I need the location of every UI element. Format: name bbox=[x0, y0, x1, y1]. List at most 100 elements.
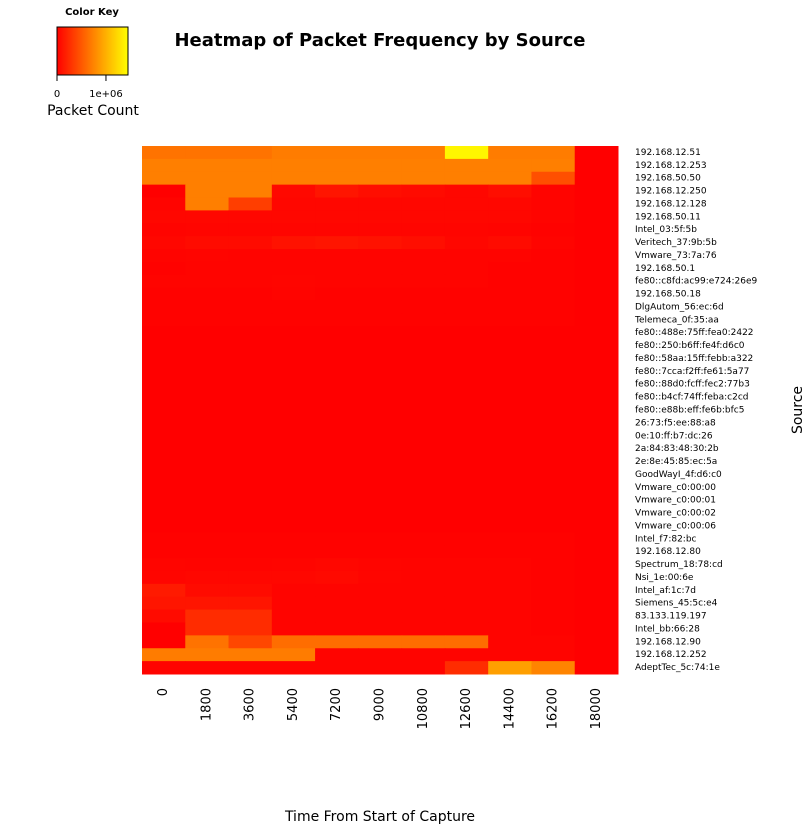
x-tick-label: 16200 bbox=[546, 688, 561, 729]
row-label: fe80::488e:75ff:fea0:2422 bbox=[635, 328, 754, 338]
heat-cell bbox=[574, 158, 619, 173]
heat-cell bbox=[185, 210, 230, 224]
heat-cell bbox=[444, 545, 489, 559]
heat-cell bbox=[531, 622, 576, 636]
heat-cell bbox=[444, 274, 489, 289]
heat-cell bbox=[228, 390, 273, 405]
heat-cell bbox=[142, 326, 186, 340]
heat-cell bbox=[574, 596, 619, 611]
row-label: 192.168.50.18 bbox=[635, 290, 701, 300]
heat-cell bbox=[358, 596, 403, 611]
heat-cell bbox=[185, 416, 230, 430]
heat-cell bbox=[444, 506, 489, 520]
heat-cell bbox=[228, 197, 273, 211]
heat-cell bbox=[185, 442, 230, 456]
heat-cell bbox=[444, 339, 489, 353]
heat-cell bbox=[531, 184, 576, 199]
heat-cell bbox=[358, 274, 403, 289]
heat-cell bbox=[531, 171, 576, 186]
heat-cell bbox=[488, 274, 532, 289]
heat-cell bbox=[401, 403, 446, 417]
heat-cell bbox=[185, 197, 230, 211]
heat-cell bbox=[271, 352, 316, 366]
heat-cell bbox=[142, 455, 186, 469]
heat-cell bbox=[444, 570, 489, 585]
heat-cell bbox=[444, 390, 489, 405]
heat-cell bbox=[488, 403, 532, 417]
row-label: fe80::58aa:15ff:febb:a322 bbox=[635, 354, 753, 364]
heat-cell bbox=[574, 455, 619, 469]
heat-cell bbox=[271, 570, 316, 585]
heat-cell bbox=[488, 313, 532, 327]
heat-cell bbox=[358, 519, 403, 533]
heat-cell bbox=[358, 416, 403, 430]
row-label: 83.133.119.197 bbox=[635, 612, 707, 622]
heat-cell bbox=[574, 287, 619, 302]
heat-cell bbox=[574, 197, 619, 211]
heat-cell bbox=[228, 648, 273, 662]
heat-cell bbox=[185, 249, 230, 263]
heat-cell bbox=[531, 545, 576, 559]
heat-cell bbox=[358, 558, 403, 572]
heat-cell bbox=[315, 661, 359, 675]
heat-cell bbox=[531, 158, 576, 173]
heat-cell bbox=[185, 300, 230, 314]
heat-cell bbox=[228, 158, 273, 173]
heat-cell bbox=[488, 596, 532, 611]
heat-cell bbox=[531, 352, 576, 366]
heat-cell bbox=[531, 455, 576, 469]
heat-cell bbox=[401, 171, 446, 186]
heat-cell bbox=[531, 287, 576, 302]
row-label: 192.168.12.253 bbox=[635, 161, 707, 171]
heat-cell bbox=[228, 442, 273, 456]
heat-cell bbox=[315, 223, 359, 237]
heat-cell bbox=[142, 313, 186, 327]
heat-cell bbox=[574, 339, 619, 353]
heat-cell bbox=[185, 532, 230, 546]
heat-cell bbox=[531, 506, 576, 520]
heat-cell bbox=[401, 390, 446, 405]
heat-cell bbox=[574, 146, 619, 160]
heat-cell bbox=[488, 583, 532, 598]
heat-cell bbox=[142, 210, 186, 224]
heat-cell bbox=[358, 364, 403, 379]
heat-cell bbox=[574, 532, 619, 546]
heat-cell bbox=[488, 622, 532, 636]
heat-cell bbox=[574, 506, 619, 520]
row-label: 0e:10:ff:b7:dc:26 bbox=[635, 431, 713, 441]
heat-cell bbox=[488, 609, 532, 623]
heat-cell bbox=[574, 390, 619, 405]
heat-cell bbox=[142, 622, 186, 636]
heat-cell bbox=[444, 377, 489, 392]
heat-cell bbox=[271, 377, 316, 392]
heat-cell bbox=[488, 455, 532, 469]
row-label: Intel_f7:82:bc bbox=[635, 534, 697, 544]
heat-cell bbox=[401, 467, 446, 482]
heat-cell bbox=[185, 635, 230, 649]
heat-cell bbox=[444, 635, 489, 649]
heat-cell bbox=[531, 661, 576, 675]
heat-cell bbox=[488, 171, 532, 186]
heat-cell bbox=[488, 146, 532, 160]
heat-cell bbox=[271, 184, 316, 199]
heat-cell bbox=[488, 480, 532, 495]
heat-cell bbox=[401, 558, 446, 572]
heat-cell bbox=[401, 583, 446, 598]
heat-cell bbox=[142, 480, 186, 495]
heat-cell bbox=[574, 313, 619, 327]
row-label: 192.168.12.51 bbox=[635, 148, 701, 158]
heat-cell bbox=[358, 506, 403, 520]
heat-cell bbox=[574, 249, 619, 263]
heat-cell bbox=[574, 545, 619, 559]
heat-cell bbox=[358, 210, 403, 224]
heat-cell bbox=[401, 313, 446, 327]
heat-cell bbox=[142, 596, 186, 611]
heat-cell bbox=[271, 467, 316, 482]
heat-cell bbox=[488, 506, 532, 520]
heat-cell bbox=[142, 545, 186, 559]
heat-cell bbox=[315, 455, 359, 469]
heat-cell bbox=[142, 532, 186, 546]
heat-cell bbox=[401, 570, 446, 585]
heat-cell bbox=[444, 442, 489, 456]
heat-cell bbox=[271, 442, 316, 456]
